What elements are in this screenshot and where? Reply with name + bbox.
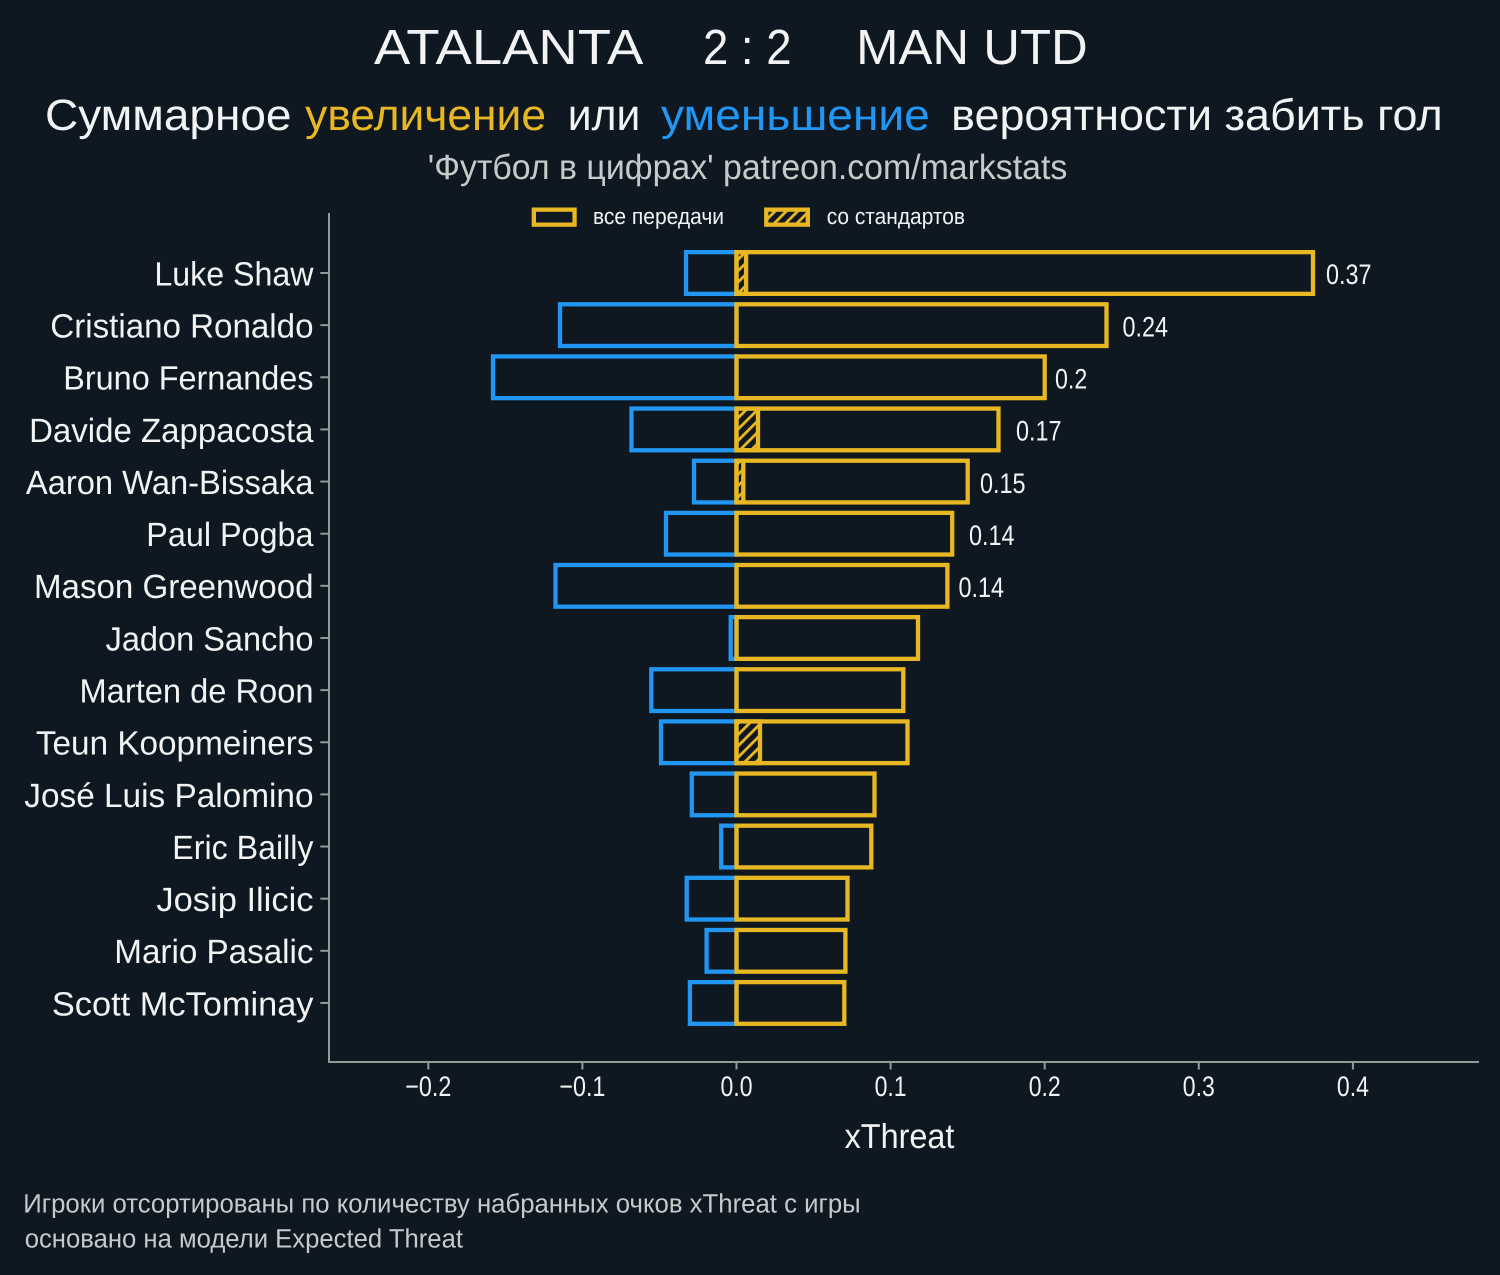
svg-text:вероятности забить гол: вероятности забить гол	[951, 91, 1443, 140]
svg-text:Суммарное: Суммарное	[45, 91, 292, 140]
svg-text:Luke Shaw: Luke Shaw	[154, 256, 314, 293]
svg-text:'Футбол в цифрах' patreon.com/: 'Футбол в цифрах' patreon.com/markstats	[428, 148, 1068, 187]
svg-text:Paul Pogba: Paul Pogba	[146, 517, 314, 554]
svg-text:или: или	[568, 91, 641, 140]
svg-text:Eric Bailly: Eric Bailly	[172, 830, 313, 867]
svg-text:уменьшение: уменьшение	[661, 91, 930, 140]
svg-text:0.14: 0.14	[959, 571, 1005, 603]
svg-text:0.2: 0.2	[1029, 1070, 1061, 1102]
svg-text:основано на модели Expected Th: основано на модели Expected Threat	[25, 1224, 464, 1254]
svg-text:Игроки отсортированы по количе: Игроки отсортированы по количеству набра…	[23, 1188, 861, 1218]
svg-text:со стандартов: со стандартов	[827, 203, 965, 229]
svg-text:Bruno Fernandes: Bruno Fernandes	[63, 361, 313, 398]
svg-text:Mario Pasalic: Mario Pasalic	[114, 934, 313, 971]
svg-text:0.15: 0.15	[980, 467, 1026, 499]
svg-text:увеличение: увеличение	[305, 91, 546, 140]
svg-text:Davide Zappacosta: Davide Zappacosta	[29, 413, 314, 450]
svg-text:0.2: 0.2	[1055, 362, 1087, 394]
svg-text:0.14: 0.14	[969, 519, 1015, 551]
svg-text:−0.2: −0.2	[405, 1070, 451, 1102]
svg-text:MAN UTD: MAN UTD	[856, 20, 1087, 75]
svg-text:Teun Koopmeiners: Teun Koopmeiners	[36, 726, 314, 763]
svg-text:Cristiano Ronaldo: Cristiano Ronaldo	[50, 309, 313, 346]
svg-text:−0.1: −0.1	[559, 1070, 605, 1102]
svg-text:все передачи: все передачи	[593, 203, 724, 229]
svg-text:Mason Greenwood: Mason Greenwood	[34, 569, 314, 606]
svg-text:Jadon Sancho: Jadon Sancho	[106, 621, 314, 658]
svg-text:0.1: 0.1	[875, 1070, 907, 1102]
svg-text:0.3: 0.3	[1183, 1070, 1215, 1102]
svg-text:0.24: 0.24	[1123, 310, 1169, 342]
svg-text:Aaron Wan-Bissaka: Aaron Wan-Bissaka	[26, 465, 314, 502]
svg-text:xThreat: xThreat	[845, 1118, 955, 1156]
svg-text:Marten de Roon: Marten de Roon	[80, 674, 314, 711]
svg-text:0.4: 0.4	[1337, 1070, 1369, 1102]
svg-text:2 : 2: 2 : 2	[703, 20, 792, 75]
svg-text:Josip Ilicic: Josip Ilicic	[156, 882, 313, 919]
svg-text:ATALANTA: ATALANTA	[374, 20, 643, 75]
svg-text:José Luis Palomino: José Luis Palomino	[24, 778, 313, 815]
svg-text:0.0: 0.0	[721, 1070, 753, 1102]
svg-text:Scott McTominay: Scott McTominay	[52, 986, 314, 1023]
svg-text:0.37: 0.37	[1326, 258, 1372, 290]
svg-text:0.17: 0.17	[1016, 415, 1062, 447]
